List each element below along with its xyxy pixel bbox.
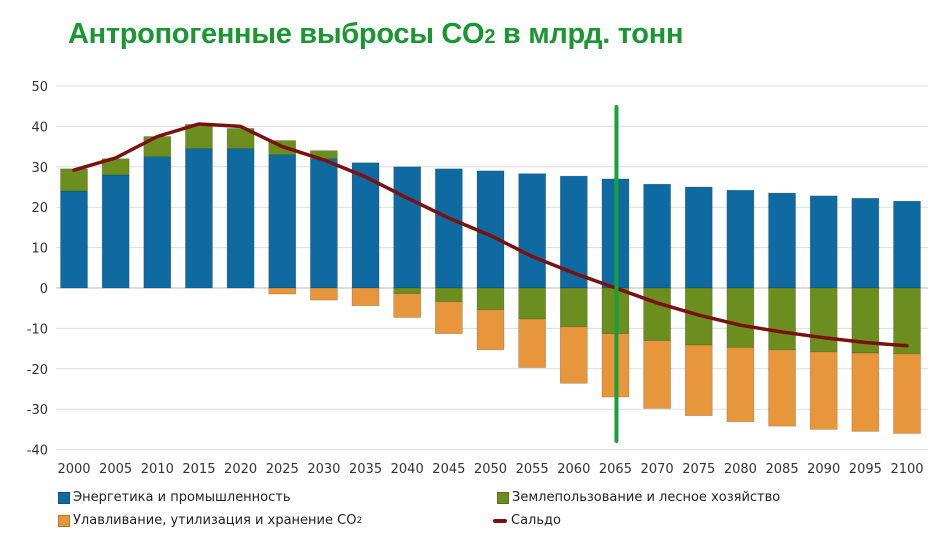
bar-energy xyxy=(310,158,338,289)
bar-energy xyxy=(476,170,505,289)
bar-ccs xyxy=(435,301,463,334)
bar-energy xyxy=(226,148,255,289)
legend-line-swatch xyxy=(493,518,507,523)
bar-energy xyxy=(726,189,755,289)
bar-ccs xyxy=(393,293,422,318)
bar-energy xyxy=(684,186,713,289)
bar-energy xyxy=(643,183,671,289)
bar-ccs xyxy=(893,353,921,434)
bar-energy xyxy=(351,162,380,289)
legend-label: Сальдо xyxy=(511,513,561,528)
bar-energy xyxy=(893,200,921,289)
x-tick-label: 2085 xyxy=(766,462,799,477)
x-tick-label: 2095 xyxy=(849,462,882,477)
x-tick-label: 2020 xyxy=(224,462,257,477)
legend-subscript: 2 xyxy=(356,515,363,526)
y-tick-label: 20 xyxy=(31,201,48,216)
y-tick-label: 10 xyxy=(31,242,48,257)
y-tick-label: 30 xyxy=(31,161,48,176)
bar-ccs xyxy=(476,309,505,351)
bar-ccs xyxy=(351,287,380,307)
bar-energy xyxy=(851,198,880,289)
bar-energy xyxy=(143,156,172,289)
legend-item-land-use: Землепользование и лесное хозяйство xyxy=(497,490,780,505)
bar-land-use xyxy=(60,168,88,192)
legend-item-balance: Сальдо xyxy=(493,513,561,528)
x-tick-label: 2045 xyxy=(432,462,465,477)
x-tick-label: 2015 xyxy=(182,462,215,477)
y-tick-label: -30 xyxy=(27,403,48,418)
x-tick-label: 2055 xyxy=(516,462,549,477)
legend-label: Улавливание, утилизация и хранение CO xyxy=(73,513,357,528)
y-tick-label: 0 xyxy=(40,282,48,297)
x-tick-label: 2075 xyxy=(682,462,715,477)
bar-energy xyxy=(393,166,422,289)
bar-land-use xyxy=(893,287,921,355)
bar-energy xyxy=(101,174,130,289)
x-tick-label: 2100 xyxy=(890,462,923,477)
x-tick-label: 2010 xyxy=(141,462,174,477)
x-tick-label: 2030 xyxy=(307,462,340,477)
x-tick-label: 2025 xyxy=(266,462,299,477)
legend-item-ccs: Улавливание, утилизация и хранение CO 2 xyxy=(58,513,362,528)
bar-energy xyxy=(185,148,213,289)
balance-line xyxy=(72,122,909,348)
bar-ccs xyxy=(726,347,755,423)
bar-land-use xyxy=(226,128,255,149)
legend-item-energy: Энергетика и промышленность xyxy=(58,490,291,505)
y-tick-label: -40 xyxy=(27,444,48,459)
bar-ccs xyxy=(809,351,838,430)
bar-ccs xyxy=(268,287,297,295)
chart-title: Антропогенные выбросы CO2 в млрд. тонн xyxy=(68,18,683,51)
x-tick-label: 2090 xyxy=(807,462,840,477)
x-tick-label: 2040 xyxy=(391,462,424,477)
legend-label: Энергетика и промышленность xyxy=(73,490,291,505)
x-tick-label: 2070 xyxy=(641,462,674,477)
title-text: Антропогенные выбросы CO xyxy=(68,18,485,50)
bar-land-use xyxy=(435,287,463,303)
x-tick-label: 2060 xyxy=(557,462,590,477)
bar-ccs xyxy=(684,344,713,416)
x-tick-label: 2080 xyxy=(724,462,757,477)
legend-label: Землепользование и лесное хозяйство xyxy=(512,490,781,505)
x-tick-label: 2035 xyxy=(349,462,382,477)
bar-ccs xyxy=(518,318,546,368)
bar-ccs xyxy=(851,352,880,432)
y-tick-label: -20 xyxy=(27,363,48,378)
x-tick-label: 2050 xyxy=(474,462,507,477)
title-subscript: 2 xyxy=(484,26,496,48)
bar-land-use xyxy=(768,287,796,351)
bar-land-use xyxy=(518,287,546,320)
bar-energy xyxy=(518,173,546,289)
y-tick-label: 40 xyxy=(31,120,48,135)
x-tick-label: 2005 xyxy=(99,462,132,477)
bar-energy xyxy=(435,168,463,289)
bar-energy xyxy=(809,195,838,289)
legend-swatch xyxy=(58,491,70,504)
bar-land-use xyxy=(559,287,588,328)
title-text-end: в млрд. тонн xyxy=(495,18,684,50)
x-tick-label: 2000 xyxy=(57,462,90,477)
bar-ccs xyxy=(768,349,796,427)
bar-energy xyxy=(768,192,796,289)
bar-land-use xyxy=(726,287,755,348)
bar-land-use xyxy=(393,287,422,294)
bar-energy xyxy=(268,154,297,289)
bar-ccs xyxy=(310,287,338,301)
bar-ccs xyxy=(559,326,588,384)
bar-land-use xyxy=(643,287,671,341)
x-tick-label: 2065 xyxy=(599,462,632,477)
legend-swatch xyxy=(58,514,70,527)
bar-ccs xyxy=(643,340,671,409)
bar-land-use xyxy=(809,287,838,353)
legend-swatch xyxy=(497,491,509,504)
y-tick-label: -10 xyxy=(27,322,48,337)
bar-land-use xyxy=(476,287,505,311)
bar-energy xyxy=(60,190,88,289)
y-tick-label: 50 xyxy=(31,80,48,95)
